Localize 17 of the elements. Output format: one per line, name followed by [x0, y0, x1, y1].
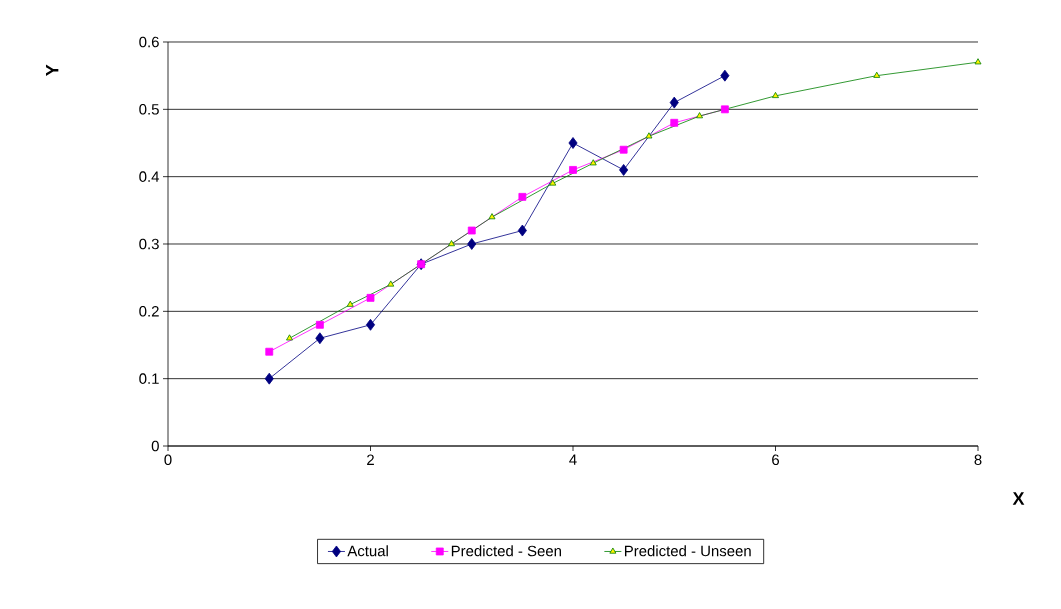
y-tick-label: 0.2 — [139, 306, 159, 317]
y-tick-label: 0 — [151, 440, 159, 452]
y-axis-title: Y — [45, 64, 59, 76]
x-tick-label: 0 — [164, 454, 172, 466]
x-tick-label: 6 — [772, 454, 780, 466]
legend-label: Predicted - Unseen — [624, 545, 751, 557]
x-axis-title: X — [1012, 492, 1025, 505]
x-tick-label: 4 — [569, 454, 577, 465]
y-tick-label: 0.5 — [139, 104, 159, 115]
legend-label: Actual — [347, 545, 388, 557]
y-tick-label: 0.4 — [139, 171, 160, 182]
x-tick-label: 2 — [367, 454, 374, 465]
x-tick-label: 8 — [974, 454, 982, 466]
y-tick-label: 0.1 — [139, 373, 159, 384]
y-tick-label: 0.6 — [139, 36, 159, 48]
legend-label: Predicted - Seen — [451, 545, 561, 557]
y-tick-label: 0.3 — [139, 238, 159, 250]
